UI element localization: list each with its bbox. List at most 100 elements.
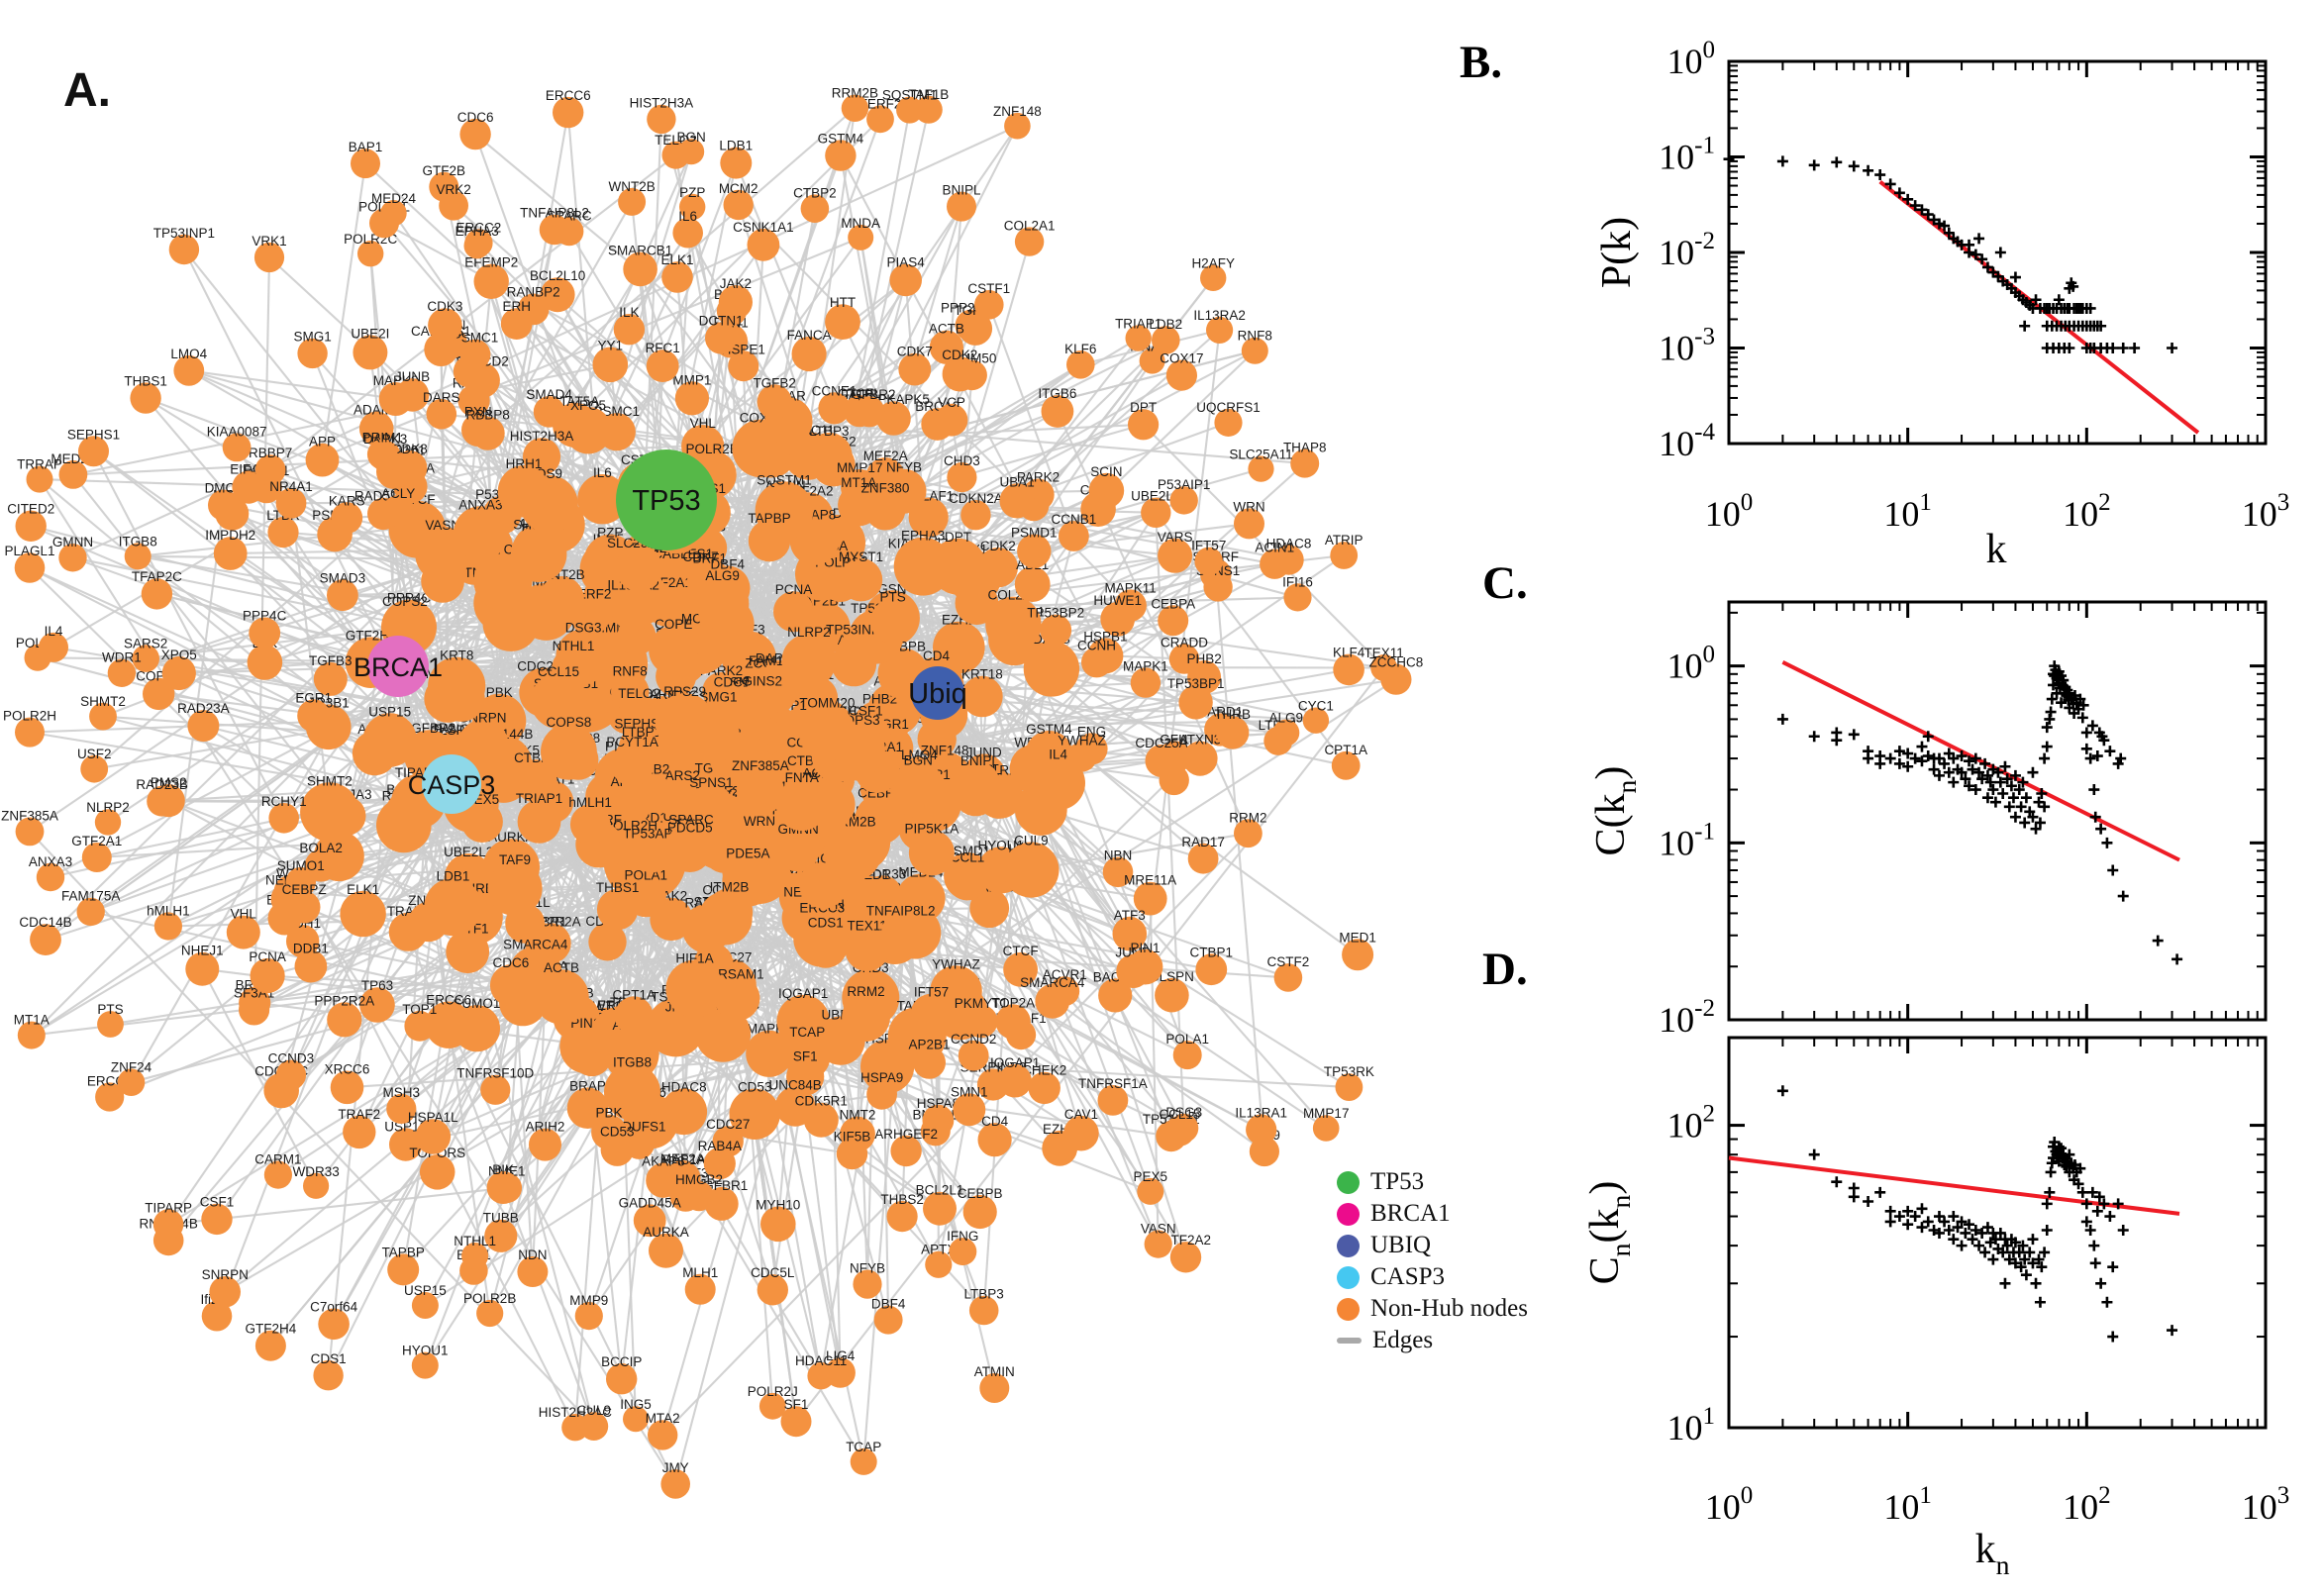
network-edge: [327, 665, 400, 1376]
network-node-label: AURKA: [643, 1225, 689, 1240]
network-node-label: JUND: [966, 745, 1002, 759]
network-node: [914, 95, 943, 124]
network-node: [15, 717, 45, 748]
network-node: [514, 759, 557, 803]
network-node: [141, 578, 173, 610]
data-point: [2072, 1178, 2084, 1190]
network-node: [747, 228, 780, 261]
hub-node-label: Ubiq: [908, 678, 967, 710]
tick-label: 100: [1705, 489, 1754, 534]
network-node-label: FNTA: [785, 770, 819, 785]
legend-item-label: TP53: [1370, 1168, 1425, 1195]
fit-line: [1728, 1155, 2180, 1216]
network-node-label: USP15: [404, 1283, 447, 1298]
network-node: [961, 675, 1003, 718]
data-point: [1916, 741, 1928, 752]
network-node-label: ENG: [1077, 724, 1106, 739]
network-node-label: NTHL1: [553, 639, 595, 653]
network-graph: MLH1BRCA2ATMATRCHEK2MSH2MSH3RAD50RAD17RA…: [1, 86, 1423, 1499]
network-node: [1125, 325, 1152, 351]
data-point: [1933, 1227, 1945, 1239]
network-node: [665, 959, 724, 1018]
network-edge: [289, 503, 331, 813]
network-node: [999, 483, 1035, 519]
network-node: [728, 350, 759, 382]
network-node-label: TP53BP1: [1167, 676, 1225, 691]
data-point: [2129, 343, 2141, 353]
network-node-label: IFT57: [1191, 539, 1226, 553]
network-node: [947, 191, 976, 222]
network-node-label: RNF8: [613, 663, 648, 678]
data-point: [1948, 1234, 1960, 1246]
network-node: [705, 322, 738, 354]
network-node-label: TEX11: [1364, 646, 1404, 660]
network-node: [672, 217, 703, 249]
data-point: [2005, 780, 2017, 792]
network-node: [1063, 1115, 1099, 1151]
network-node: [661, 261, 693, 293]
network-node-label: CPT1A: [1324, 743, 1367, 757]
data-point: [2030, 1277, 2042, 1289]
data-point: [2107, 1331, 2119, 1343]
tick-label: 101: [1883, 1482, 1932, 1527]
network-node: [896, 873, 946, 923]
legend-item-label: UBIQ: [1370, 1232, 1432, 1258]
network-node-label: TERF2: [859, 96, 902, 111]
data-point: [2030, 823, 2042, 835]
data-point: [2115, 752, 2127, 764]
network-node: [786, 1057, 825, 1096]
network-node: [864, 489, 906, 531]
network-node: [553, 96, 584, 129]
network-node: [818, 392, 851, 425]
network-node: [791, 336, 827, 372]
network-node: [453, 506, 508, 561]
network-node-label: GSN: [877, 581, 906, 596]
network-node: [723, 189, 754, 221]
network-node-label: POLR2J: [748, 1384, 798, 1399]
network-node-label: NDN: [518, 1247, 547, 1262]
network-edge: [937, 782, 1060, 1122]
network-node-label: PHB2: [862, 691, 897, 706]
network-node-label: TOMM20: [799, 695, 855, 710]
network-node-label: HSPA1L: [408, 1110, 458, 1125]
network-node-label: GTF2H4: [246, 1322, 297, 1337]
network-node: [1031, 755, 1085, 811]
data-point: [1863, 752, 1874, 764]
network-node: [1182, 741, 1218, 776]
network-node: [947, 858, 988, 901]
network-node: [596, 888, 639, 931]
network-edge: [201, 968, 318, 1187]
network-node-label: IQGAP1: [990, 1055, 1040, 1070]
network-node-label: CDK5R1: [795, 1094, 848, 1109]
network-node: [297, 338, 328, 369]
network-node: [1312, 1115, 1340, 1142]
data-point: [1893, 187, 1905, 199]
tick-label: 101: [1883, 489, 1932, 534]
network-node: [953, 1093, 986, 1127]
data-point: [1952, 1222, 1964, 1234]
data-point: [1948, 752, 1960, 764]
network-node: [1059, 521, 1089, 551]
network-node-label: BGN: [676, 130, 705, 145]
network-node-label: WDR33: [292, 1164, 339, 1179]
network-node: [604, 1063, 660, 1121]
data-point: [1909, 752, 1921, 764]
panel-b-plot: 100 10-1 10-2 10-3 10-4 100 101 102 103 k P(k): [1594, 37, 2289, 572]
data-point: [1831, 1176, 1843, 1188]
network-node-label: SUMO1: [453, 996, 500, 1011]
network-node: [866, 105, 894, 134]
network-node: [736, 766, 785, 816]
network-node: [1272, 719, 1300, 747]
data-point: [2084, 302, 2096, 314]
network-node: [389, 1128, 423, 1161]
data-point: [1922, 1216, 1934, 1228]
network-node-label: RNF8: [1238, 329, 1272, 344]
data-point: [1943, 766, 1955, 778]
network-node: [977, 1123, 1012, 1157]
network-node: [297, 699, 331, 733]
network-node-label: ATXN3: [1179, 733, 1222, 748]
network-node: [854, 396, 885, 428]
data-point: [2084, 1225, 2096, 1236]
network-node-label: DBF4: [871, 1297, 906, 1312]
network-node: [807, 1362, 835, 1390]
